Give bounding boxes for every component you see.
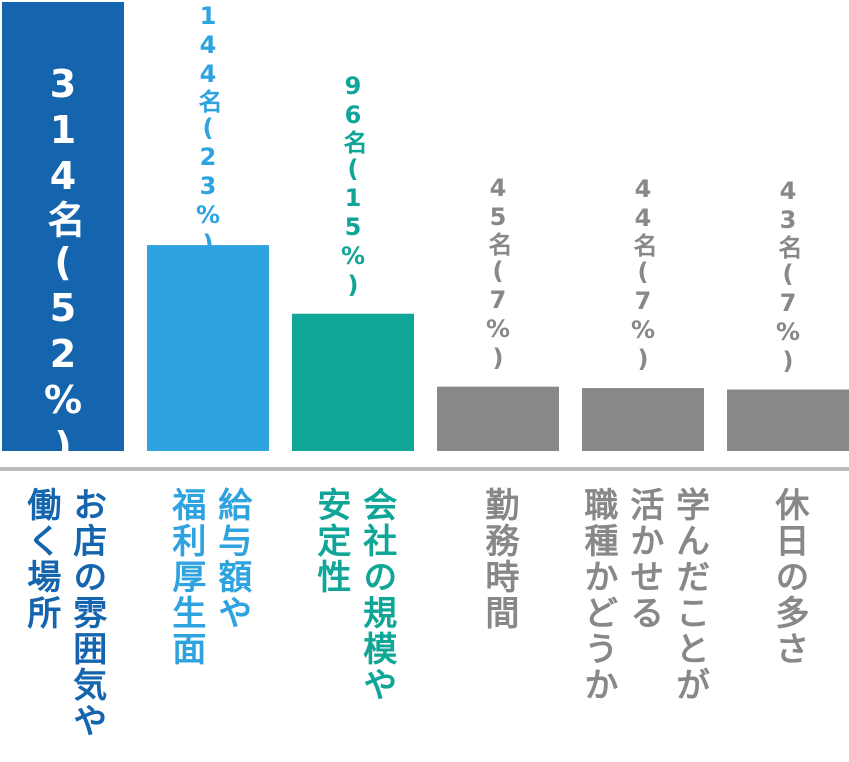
category-label-5: 学んだことが 活かせる 職種かどうか (577, 487, 710, 703)
category-label-6: 休日の多さ (768, 487, 809, 667)
value-label-4: 45名(7%) (484, 173, 512, 373)
baseline-rule (0, 467, 849, 471)
category-label-1: お店の雰囲気や 働く場所 (20, 487, 107, 739)
category-label-4: 勤務時間 (478, 487, 519, 631)
bar-5 (582, 388, 704, 451)
bar-3 (292, 313, 414, 451)
value-label-1: 314名(52%) (41, 62, 85, 470)
bar-1 (2, 2, 124, 451)
category-label-3: 会社の規模や 安定性 (310, 487, 397, 703)
value-label-5: 44名(7%) (629, 175, 657, 375)
bar-2 (147, 245, 269, 451)
bar-6 (727, 389, 849, 451)
value-label-3: 96名(15%) (339, 71, 367, 300)
category-label-2: 給与額や 福利厚生面 (165, 487, 252, 667)
value-label-2: 144名(23%) (194, 2, 222, 259)
bar-4 (437, 386, 559, 451)
value-label-6: 43名(7%) (774, 176, 802, 376)
